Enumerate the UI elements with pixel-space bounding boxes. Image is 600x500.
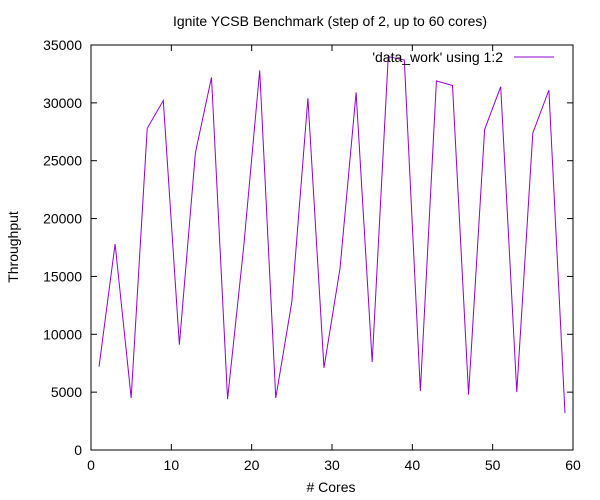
x-tick-label: 0 (87, 457, 95, 473)
series-layer (98, 55, 566, 413)
legend-label: 'data_work' using 1:2 (372, 49, 503, 65)
y-tick-label: 30000 (43, 95, 82, 111)
y-tick-label: 25000 (43, 153, 82, 169)
y-tick-label: 10000 (43, 326, 82, 342)
legend: 'data_work' using 1:2 (372, 49, 554, 65)
x-tick-label: 10 (164, 457, 180, 473)
x-axis-label: # Cores (306, 479, 355, 495)
x-tick-label: 40 (405, 457, 421, 473)
y-tick-label: 20000 (43, 211, 82, 227)
y-axis-label: Throughput (5, 211, 21, 283)
plot-frame (90, 44, 574, 451)
x-tick-label: 50 (485, 457, 501, 473)
series-line-0 (98, 55, 566, 413)
chart-title: Ignite YCSB Benchmark (step of 2, up to … (173, 13, 487, 29)
y-tick-label: 5000 (51, 384, 82, 400)
y-tick-label: 35000 (43, 37, 82, 53)
x-tick-label: 30 (324, 457, 340, 473)
x-tick-label: 60 (565, 457, 581, 473)
y-tick-label: 0 (74, 442, 82, 458)
y-tick-label: 15000 (43, 268, 82, 284)
x-tick-label: 20 (244, 457, 260, 473)
axis-ticks: 0 10 20 30 40 50 60 0 5000 10000 15000 20000 25000 30… (43, 37, 581, 473)
